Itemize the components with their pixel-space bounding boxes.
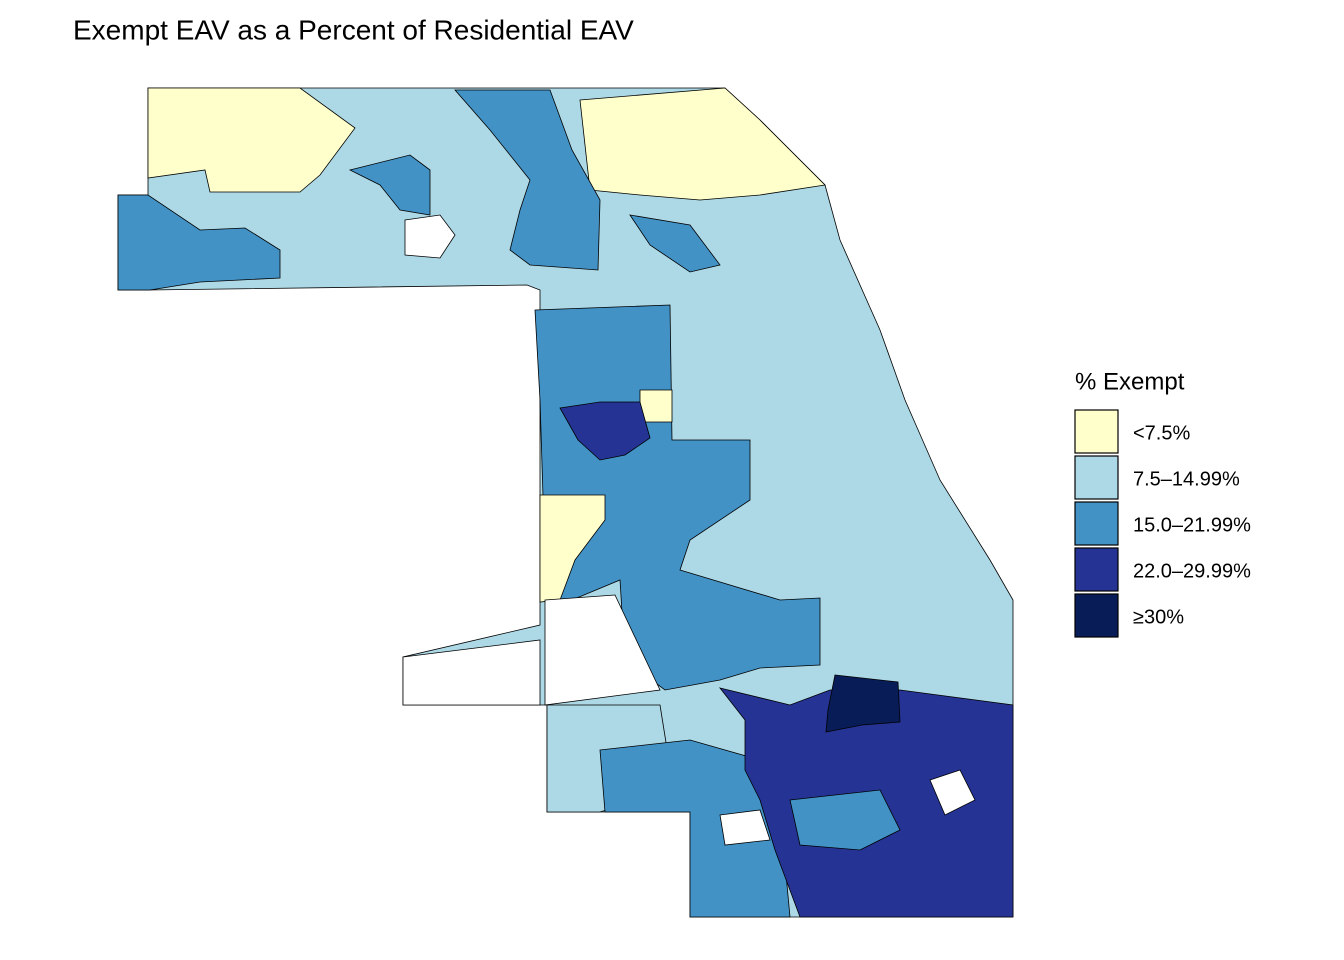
region bbox=[404, 214, 456, 259]
region bbox=[639, 389, 673, 423]
legend-label: 7.5–14.99% bbox=[1133, 468, 1240, 490]
region bbox=[544, 594, 661, 706]
legend-swatch bbox=[1074, 547, 1119, 592]
region bbox=[789, 789, 901, 851]
region bbox=[348, 154, 431, 216]
legend: <7.5% 7.5–14.99% 15.0–21.99% 22.0–29.99% ≥30… bbox=[1074, 409, 1251, 638]
legend-title: % Exempt bbox=[1075, 368, 1185, 395]
region bbox=[929, 769, 976, 816]
map-title: Exempt EAV as a Percent of Residential E… bbox=[73, 14, 634, 45]
legend-label: 22.0–29.99% bbox=[1133, 560, 1251, 582]
region bbox=[117, 194, 281, 291]
legend-swatch bbox=[1074, 455, 1119, 500]
region bbox=[825, 674, 901, 733]
legend-swatch bbox=[1074, 409, 1119, 454]
region bbox=[599, 739, 791, 918]
county-map bbox=[117, 87, 1014, 918]
legend-label: <7.5% bbox=[1133, 422, 1190, 444]
legend-swatch bbox=[1074, 501, 1119, 546]
region bbox=[402, 639, 541, 706]
region bbox=[539, 494, 606, 603]
region bbox=[454, 89, 601, 271]
legend-label: 15.0–21.99% bbox=[1133, 514, 1251, 536]
region bbox=[719, 809, 771, 846]
region bbox=[559, 401, 651, 461]
legend-label: ≥30% bbox=[1133, 606, 1184, 628]
region bbox=[147, 87, 356, 193]
region bbox=[629, 214, 721, 273]
region bbox=[579, 87, 826, 201]
legend-swatch bbox=[1074, 593, 1119, 638]
